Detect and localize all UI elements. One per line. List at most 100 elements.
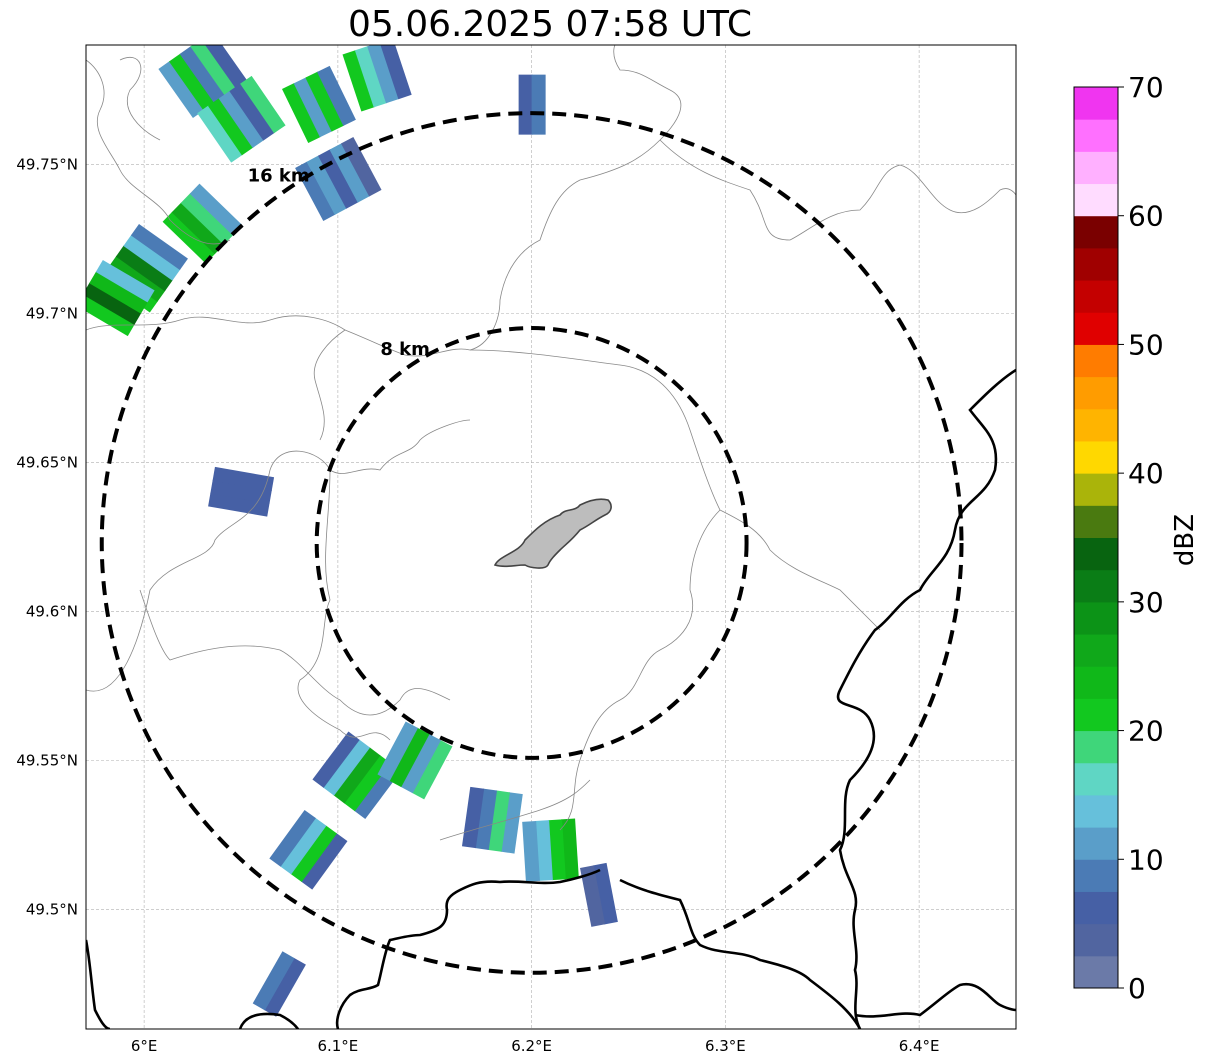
precip-bin [474,788,498,850]
precip-bin [342,50,375,112]
lat-tick-label: 49.55°N [16,752,78,770]
colorbar-cell [1074,473,1118,506]
colorbar-cell [1074,505,1118,538]
municipal-border [344,45,682,357]
colorbar-cell [1074,762,1118,796]
colorbar-cell [1074,859,1118,892]
precip-bin [293,77,333,138]
range-ring [99,111,964,975]
precip-cell [461,786,523,854]
precip-bin [306,155,348,215]
city-outline [493,498,612,569]
lat-tick-label: 49.5°N [26,901,78,919]
precip-bin [212,466,275,492]
precip-bin [548,819,566,881]
precip-bin [208,492,270,517]
colorbar-cell [1074,376,1118,410]
national-border [836,368,1016,1029]
precip-bin [169,53,216,111]
municipal-border [86,315,346,441]
colorbar-ticks: 0 10 20 30 40 50 60 70 [1118,71,1164,1005]
precip-bin [123,234,181,281]
colorbar-cell [1074,537,1118,571]
precip-bin [264,957,306,1017]
colorbar-cell [1074,923,1118,957]
colorbar-cell [1074,666,1118,699]
precip-bin [400,733,441,794]
colorbar-cell [1074,891,1118,925]
precip-bin [162,211,216,264]
colorbar-cell [1074,698,1118,732]
precip-bin [312,731,360,788]
precip-cell [522,818,579,882]
precip-bin [189,183,243,236]
precip-bin [240,75,286,134]
range-ring-labels: 8 km 16 km [248,165,430,360]
precip-bin [281,82,321,143]
precip-bin [269,809,316,867]
precip-cell [197,75,286,163]
colorbar-tick-label: 0 [1128,972,1146,1005]
lat-tick-label: 49.7°N [26,304,78,322]
national-border [335,868,601,1029]
colorbar-cell [1074,280,1118,313]
lon-tick-label: 6.1°E [317,1037,358,1055]
colorbar-cell [1074,730,1118,764]
precip-bin [279,817,327,875]
colorbar-label: dBZ [1170,514,1200,566]
precip-bin [290,825,337,883]
range-rings [99,111,964,975]
precip-bin [130,223,188,271]
precip-bin [322,739,371,796]
precip-cell [342,45,412,112]
plot-frame [85,44,1017,1030]
map-title: 05.06.2025 07:58 UTC [347,4,753,45]
precip-bin [592,862,618,925]
precip-bin [343,754,391,812]
precip-cell [158,45,247,119]
municipal-border [659,139,1016,241]
municipal-border [297,469,391,741]
precip-cell [269,809,348,890]
precip-cell [208,466,275,517]
national-border [86,939,111,1029]
colorbar-cell [1074,569,1118,603]
precip-bin [354,46,388,108]
colorbar-cell [1074,312,1118,345]
precip-cell [162,183,243,264]
range-ring [314,326,749,760]
colorbar-cell [1074,601,1118,635]
precip-bin [388,727,430,788]
precip-bin [522,820,540,882]
range-ring-label: 16 km [248,165,310,186]
lat-tick-label: 49.75°N [16,155,78,173]
colorbar-cell [1074,794,1118,828]
colorbar-cell [1074,440,1118,474]
admin-borders [86,45,1016,1029]
colorbar-cell [1074,634,1118,667]
colorbar-cell [1074,119,1118,152]
colorbar-cell [1074,408,1118,442]
precip-bin [252,951,295,1011]
precip-bin [377,721,419,781]
precip-bin [190,45,237,96]
national-border [238,1012,300,1029]
national-border [854,982,1016,1018]
precip-cell [252,951,306,1017]
municipal-border [86,419,471,692]
precip-bin [531,74,546,135]
national-border [619,878,862,1029]
municipal-border [559,509,721,831]
colorbar-tick-label: 40 [1128,457,1164,490]
precipitation-layer [86,45,618,1017]
precip-bin [179,45,226,104]
precip-bin [367,45,400,104]
colorbar-cell [1074,151,1118,185]
precip-bin [561,818,579,880]
precip-cell [580,862,618,927]
lon-tick-label: 6°E [131,1037,158,1055]
municipal-border [439,779,591,841]
lat-tick-label: 49.6°N [26,603,78,621]
colorbar-cell [1074,183,1118,217]
